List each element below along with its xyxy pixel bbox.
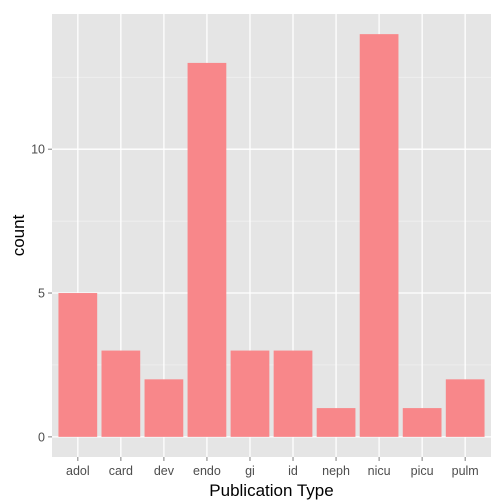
bars: [58, 34, 485, 437]
x-tick-label: picu: [411, 464, 434, 478]
bar-id: [273, 350, 313, 437]
x-tick-label: gi: [245, 464, 255, 478]
bar-adol: [58, 293, 98, 437]
bar-endo: [187, 62, 227, 437]
bar-neph: [316, 408, 356, 437]
x-tick-label: id: [288, 464, 298, 478]
bar-dev: [144, 379, 184, 437]
y-tick-label: 0: [38, 430, 45, 444]
x-tick-label: pulm: [452, 464, 479, 478]
x-tick-label: endo: [193, 464, 221, 478]
bar-nicu: [359, 34, 399, 437]
y-axis-title: count: [9, 214, 28, 256]
y-tick-label: 5: [38, 287, 45, 301]
x-tick-label: card: [109, 464, 133, 478]
x-tick-label: dev: [154, 464, 175, 478]
bar-card: [101, 350, 141, 437]
x-axis-ticks: adol card dev endo gi id neph nicu picu pulm: [66, 457, 479, 478]
y-axis-ticks: 0 5 10: [31, 143, 52, 444]
bar-pulm: [445, 379, 485, 437]
x-axis-title: Publication Type: [209, 481, 333, 500]
x-tick-label: neph: [322, 464, 350, 478]
y-tick-label: 10: [31, 143, 45, 157]
x-tick-label: adol: [66, 464, 90, 478]
bar-picu: [402, 408, 442, 437]
x-tick-label: nicu: [368, 464, 391, 478]
bar-gi: [230, 350, 270, 437]
